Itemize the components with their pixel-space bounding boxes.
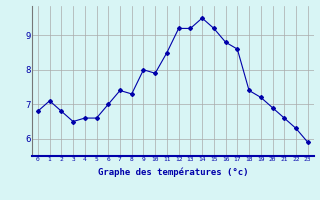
X-axis label: Graphe des températures (°c): Graphe des températures (°c)	[98, 168, 248, 177]
